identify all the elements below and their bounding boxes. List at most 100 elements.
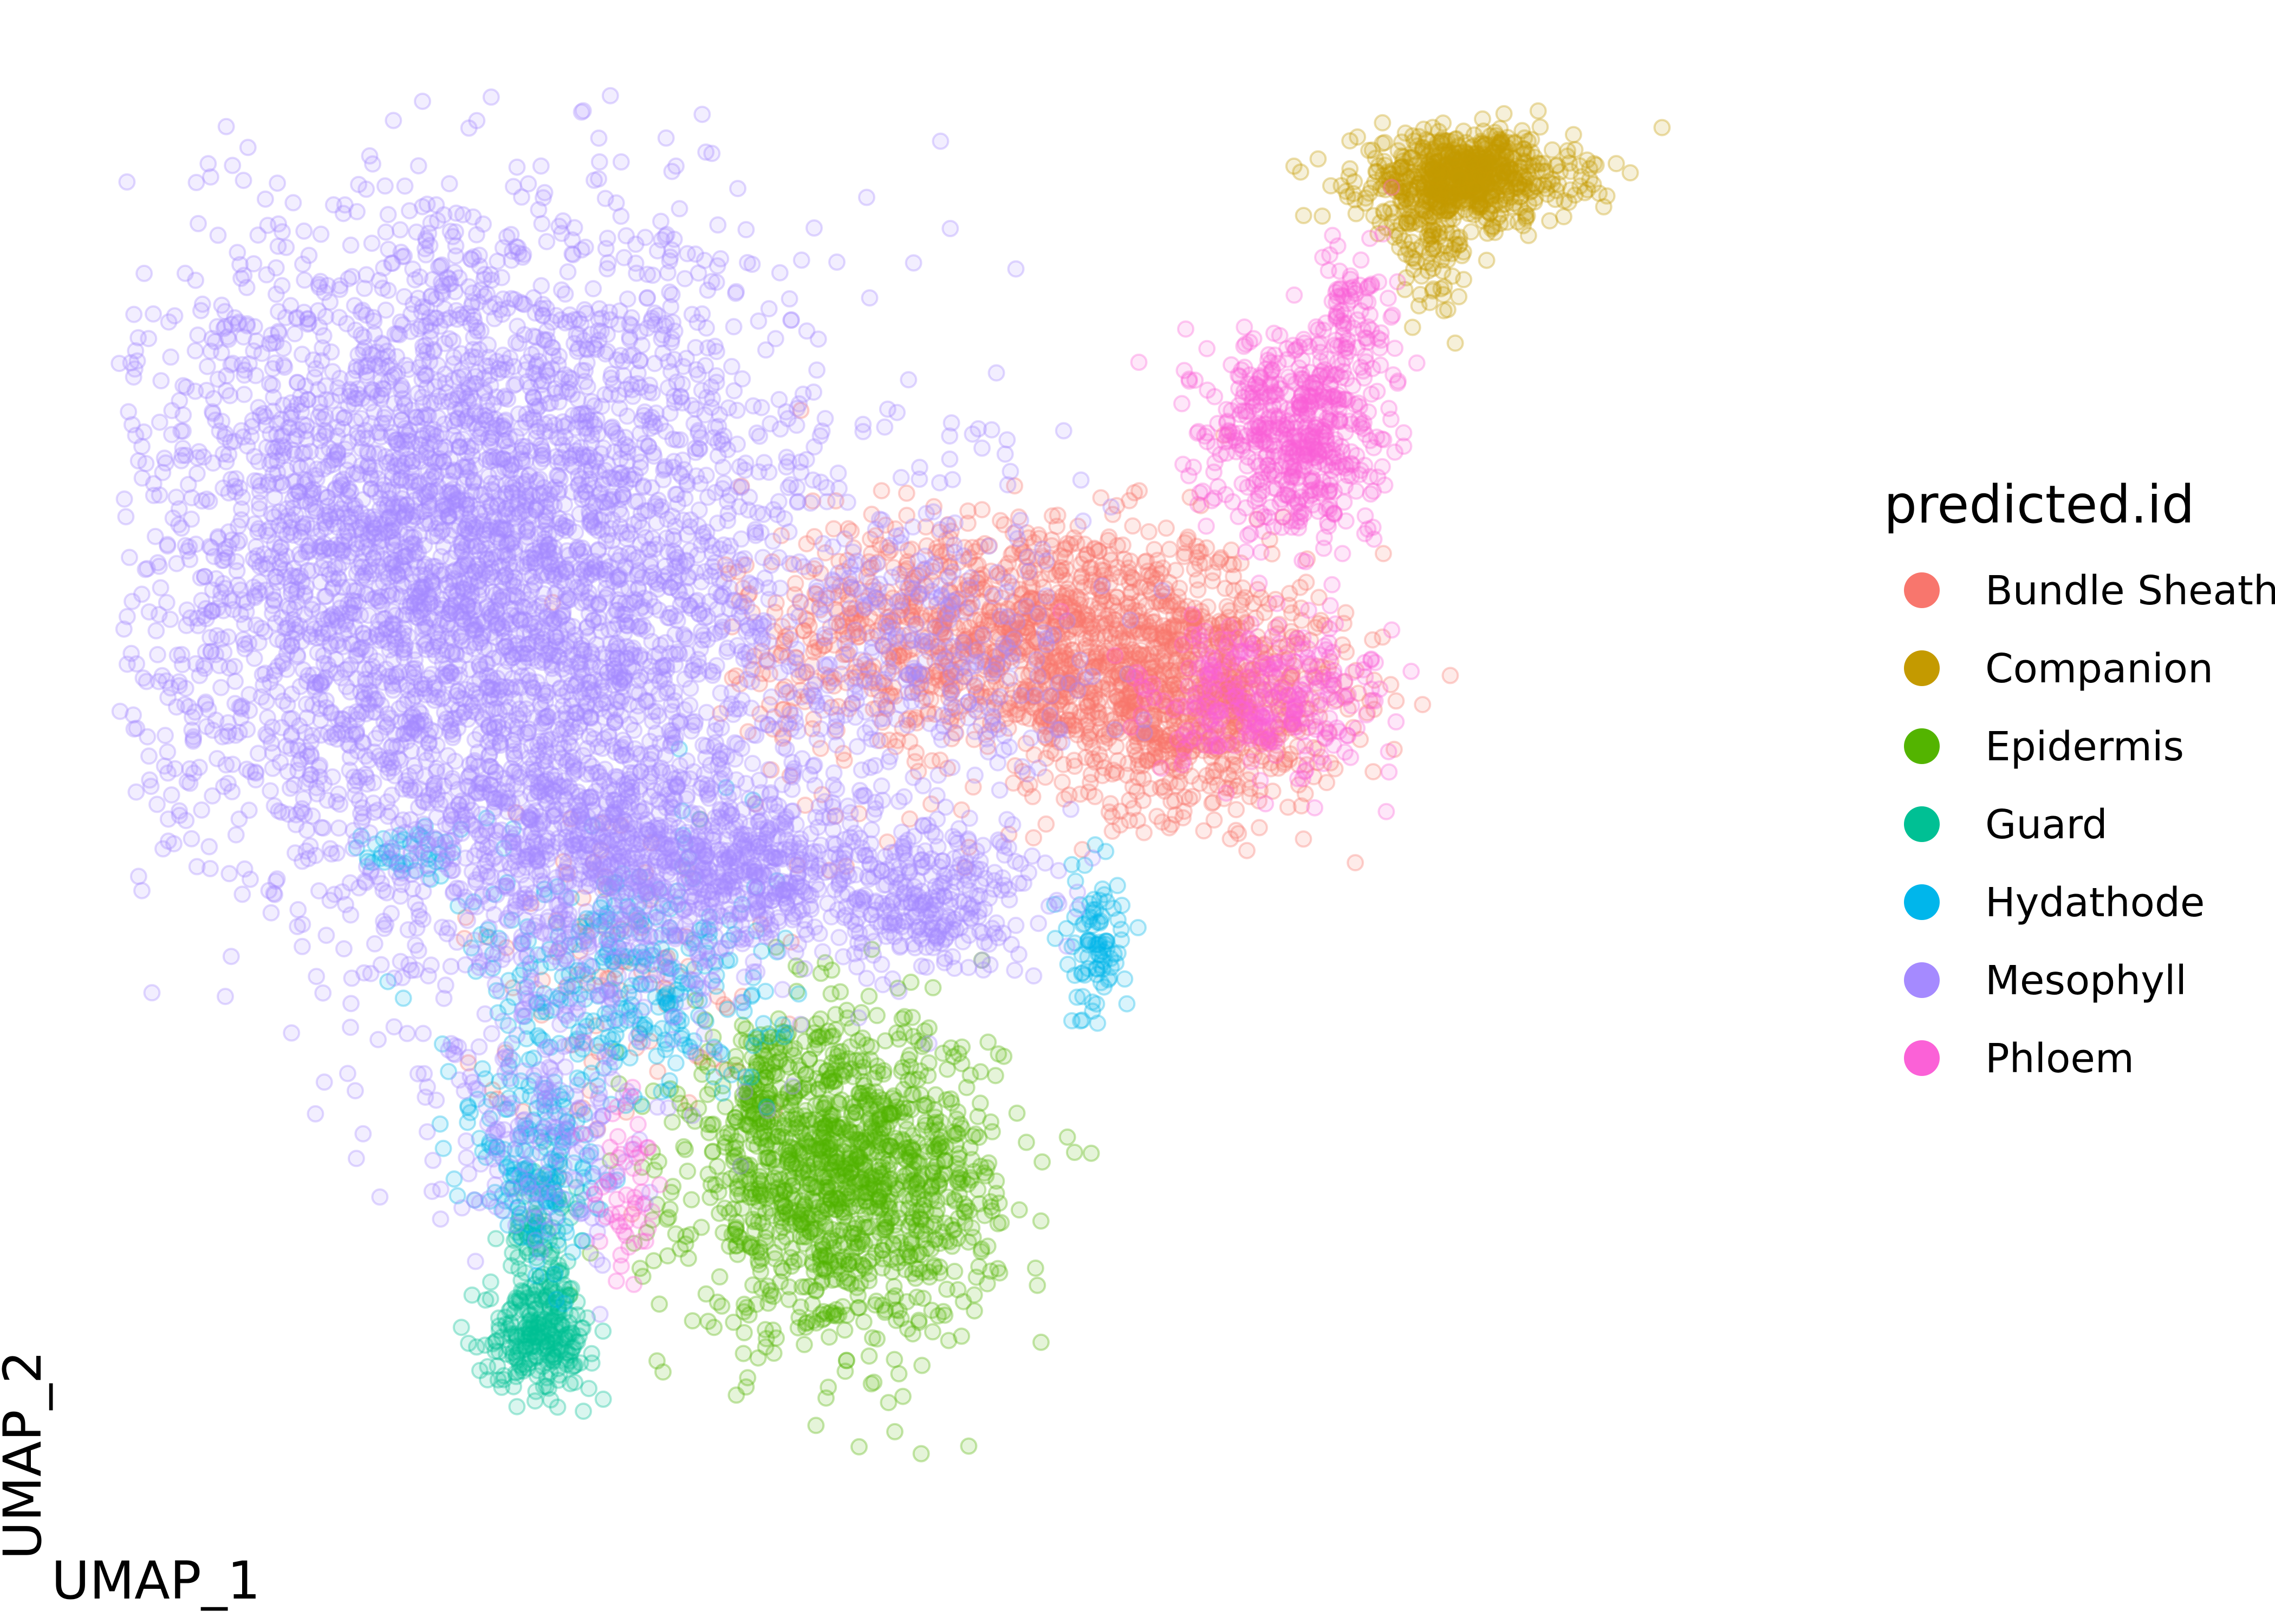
data-point	[1198, 767, 1216, 785]
data-point	[976, 642, 994, 660]
data-point	[811, 1010, 829, 1028]
data-point	[667, 1054, 685, 1072]
data-point	[705, 1319, 723, 1336]
data-point	[1010, 1201, 1028, 1219]
data-point	[561, 1280, 578, 1298]
data-point	[873, 1296, 891, 1314]
data-point	[1480, 187, 1498, 205]
data-point	[1484, 218, 1502, 236]
data-point	[1022, 569, 1039, 587]
data-point	[795, 1335, 813, 1353]
data-point	[960, 1437, 978, 1455]
data-point	[682, 1225, 700, 1243]
data-point	[1010, 619, 1028, 637]
data-point	[1061, 702, 1079, 720]
data-point	[1043, 507, 1061, 525]
data-point	[1161, 540, 1179, 558]
data-point	[1364, 763, 1382, 781]
data-point	[1250, 819, 1268, 837]
data-point	[729, 1245, 746, 1263]
data-point	[868, 1330, 886, 1348]
data-point	[955, 539, 973, 557]
data-point	[1065, 1144, 1083, 1161]
data-point	[973, 501, 991, 519]
data-point	[1318, 774, 1336, 792]
data-point	[1089, 580, 1107, 598]
data-point	[917, 689, 935, 707]
data-point	[820, 1378, 837, 1396]
data-point	[855, 592, 873, 610]
data-point	[727, 1386, 745, 1404]
data-point	[1374, 114, 1392, 132]
data-point	[1069, 675, 1087, 693]
data-point	[1094, 680, 1112, 698]
data-point	[821, 1070, 838, 1087]
data-point	[865, 1373, 883, 1391]
data-point	[708, 1293, 726, 1311]
data-point	[505, 1304, 523, 1322]
data-point	[837, 1352, 855, 1369]
data-point	[972, 593, 990, 611]
data-point	[711, 1204, 728, 1222]
data-point	[1088, 648, 1105, 665]
data-point	[824, 1027, 842, 1045]
data-point	[1081, 618, 1098, 636]
data-point	[863, 1119, 881, 1137]
data-point	[953, 1055, 971, 1073]
data-point	[752, 1280, 770, 1297]
data-point	[1057, 549, 1074, 566]
data-point	[1075, 578, 1093, 596]
data-point	[820, 1328, 838, 1346]
data-point	[751, 1239, 769, 1257]
data-point	[790, 985, 808, 1003]
data-point	[1123, 569, 1141, 586]
data-point	[1081, 682, 1099, 700]
data-point	[881, 1155, 899, 1173]
data-point	[903, 1209, 921, 1227]
data-point	[1108, 588, 1126, 606]
data-point	[1097, 647, 1115, 664]
data-point	[1093, 557, 1111, 575]
data-point	[1498, 213, 1516, 231]
data-point	[759, 1063, 777, 1081]
data-point	[1387, 692, 1405, 710]
data-point	[1177, 663, 1194, 681]
data-point	[1102, 551, 1120, 569]
data-point	[901, 1192, 919, 1210]
data-point	[757, 1330, 775, 1347]
data-point	[452, 1319, 470, 1336]
data-point	[679, 1162, 697, 1180]
data-point	[840, 1156, 857, 1173]
data-point	[1029, 1276, 1046, 1294]
data-point	[675, 1138, 693, 1156]
data-point	[1082, 1144, 1100, 1162]
data-point	[950, 1145, 968, 1163]
data-point	[1293, 611, 1310, 629]
data-point	[933, 619, 951, 636]
data-point	[774, 1016, 792, 1034]
data-point	[923, 1185, 941, 1203]
data-point	[1130, 482, 1148, 500]
data-point	[931, 1235, 948, 1253]
data-point	[895, 1249, 913, 1267]
data-point	[1176, 534, 1194, 552]
data-point	[1058, 1128, 1076, 1146]
series-bundle-sheath	[456, 401, 1459, 1223]
data-point	[966, 611, 984, 629]
data-point	[1375, 153, 1393, 171]
data-point	[1009, 705, 1026, 723]
data-point	[937, 658, 955, 676]
data-point	[792, 1298, 810, 1316]
data-point	[1000, 625, 1018, 643]
data-point	[1108, 688, 1126, 706]
data-point	[864, 657, 882, 675]
data-point	[1152, 564, 1169, 582]
data-point	[1059, 684, 1077, 702]
data-point	[544, 1312, 562, 1329]
data-point	[1056, 716, 1074, 734]
data-point	[1420, 153, 1438, 171]
data-point	[807, 1417, 825, 1434]
data-point	[974, 581, 992, 598]
data-point	[1448, 229, 1466, 247]
data-point	[774, 1233, 791, 1251]
